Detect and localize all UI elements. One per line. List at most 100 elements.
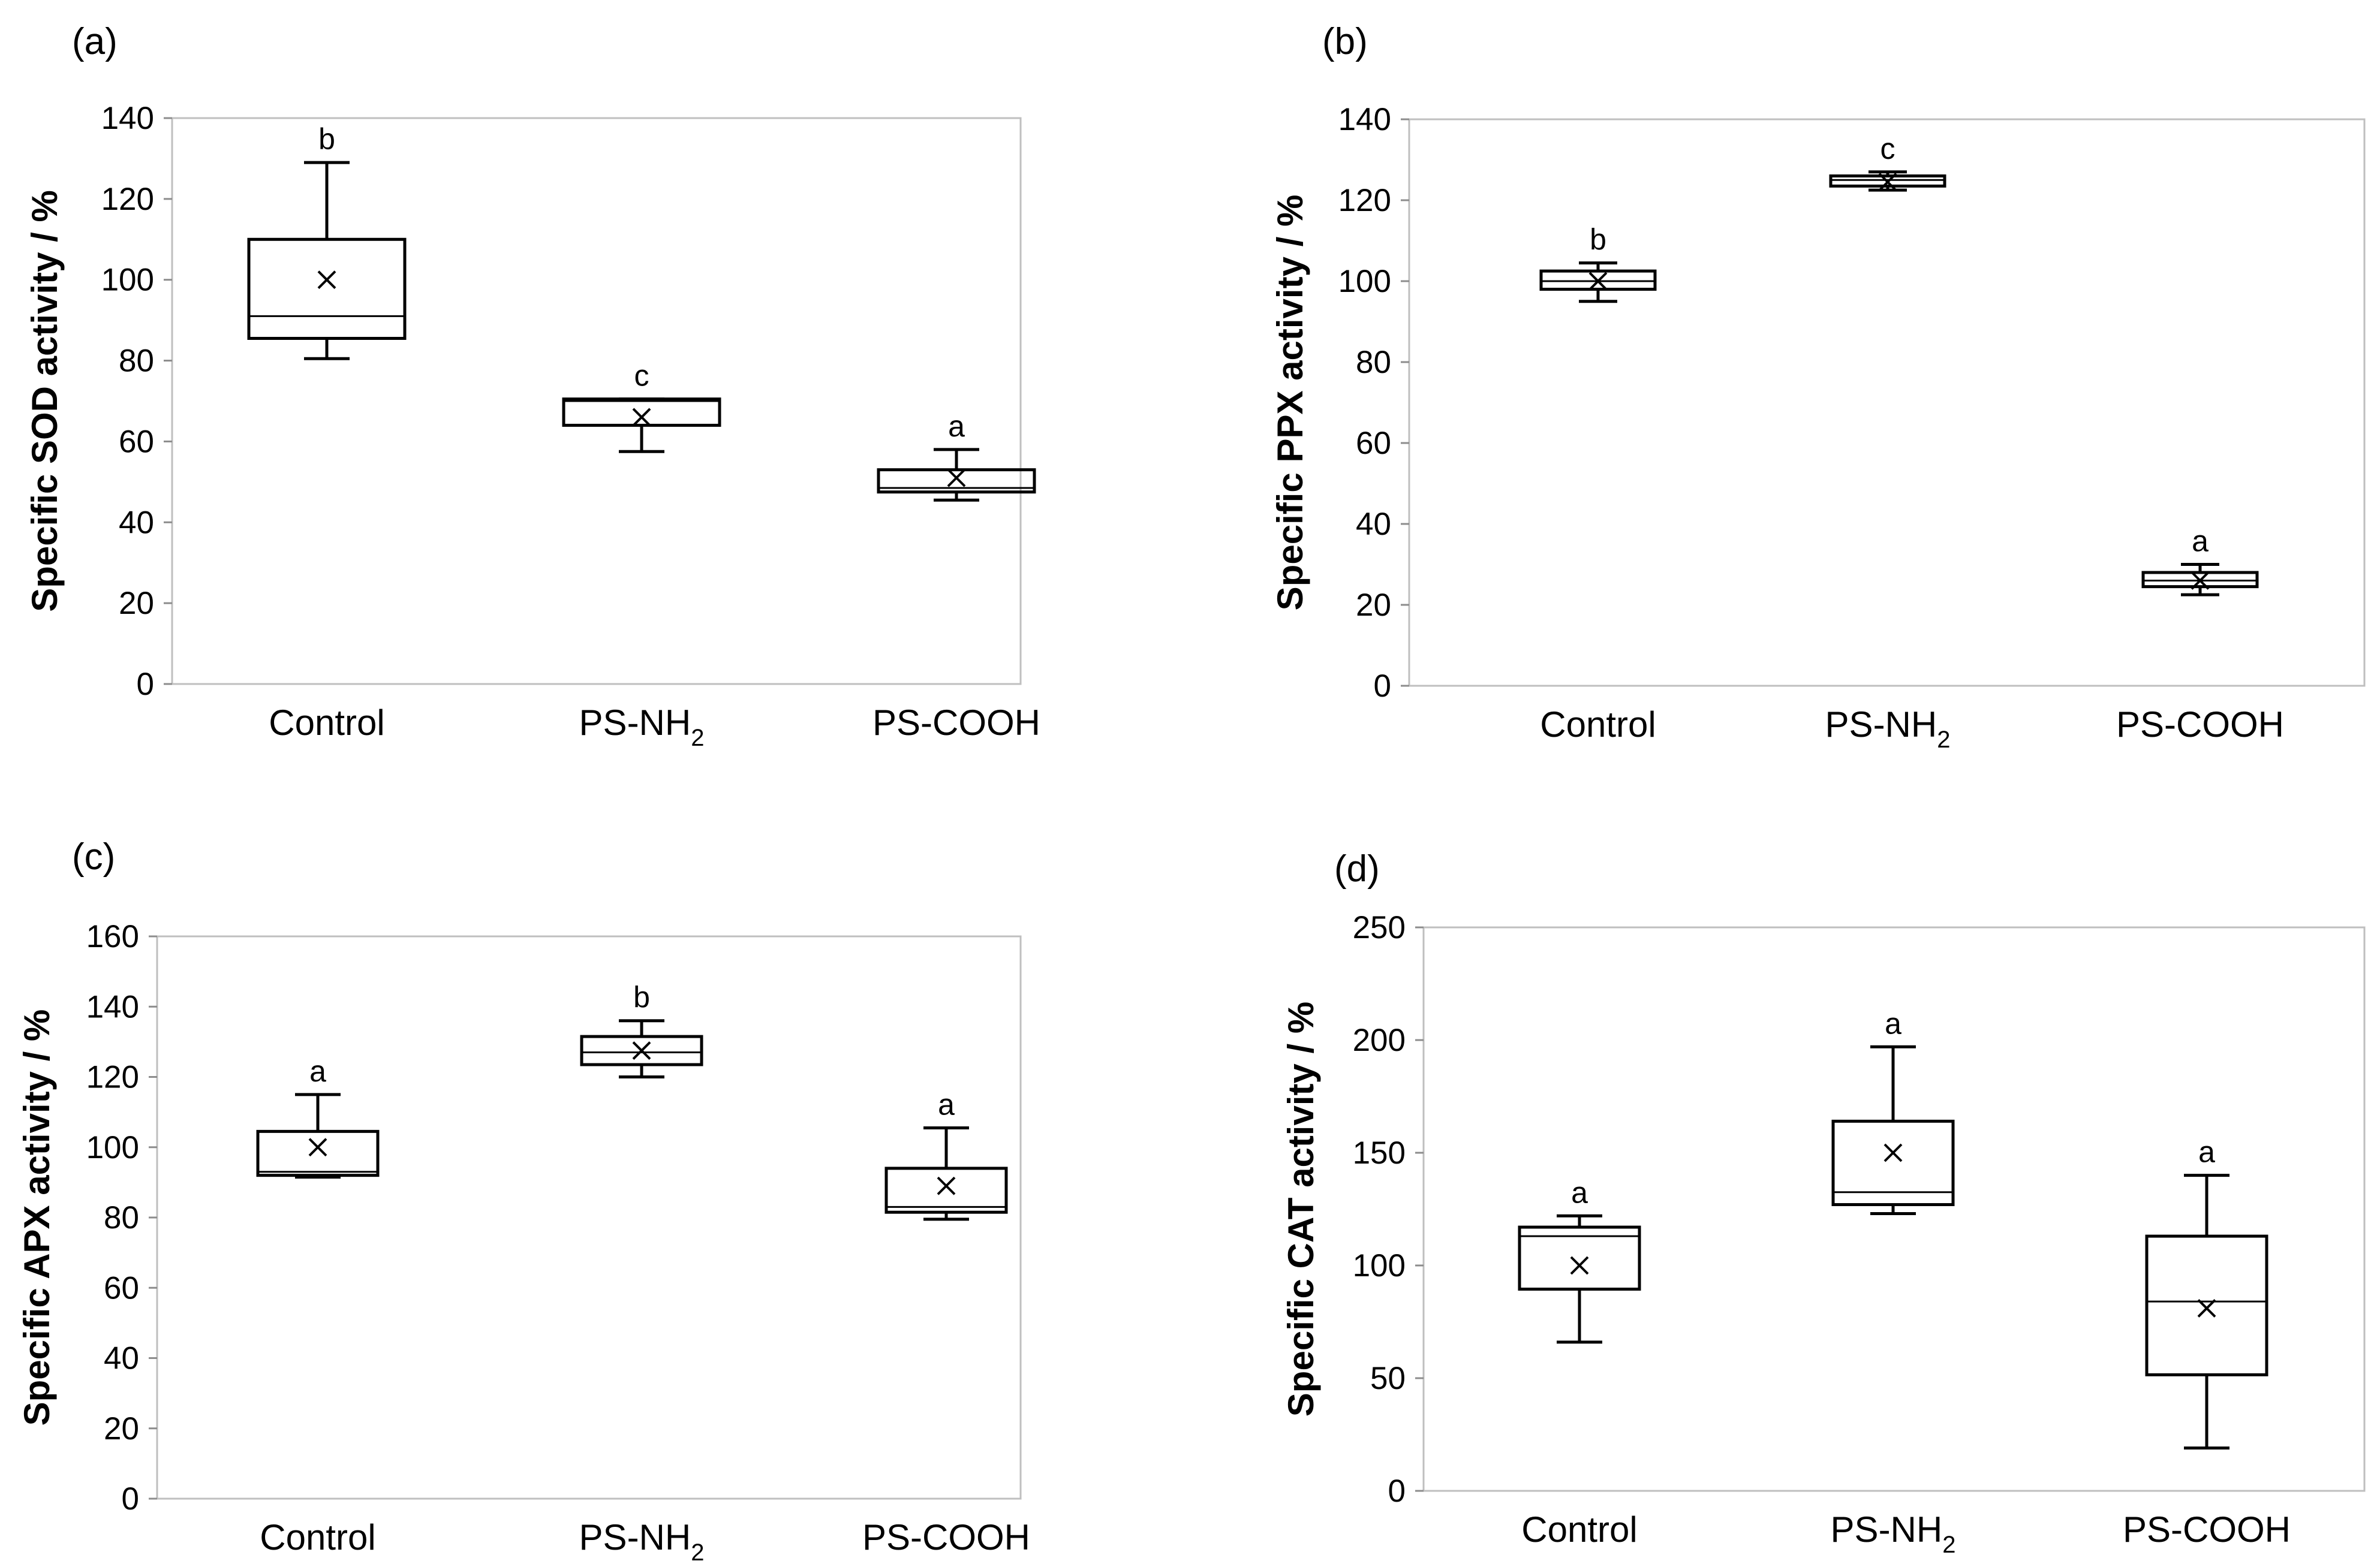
- box-1: b: [1539, 223, 1657, 303]
- x-category-label: Control: [1540, 704, 1656, 745]
- iqr-box: [580, 1035, 703, 1066]
- y-tick-label: 140: [101, 101, 154, 136]
- significance-letter: c: [1880, 132, 1895, 165]
- y-axis-label: Specific PPX activity / %: [1270, 195, 1310, 611]
- panel-label: (d): [1334, 848, 1380, 890]
- y-tick-label: 100: [1338, 264, 1391, 299]
- box-1: b: [247, 122, 407, 360]
- mean-marker: [1883, 1143, 1903, 1162]
- subscript: 2: [1942, 1532, 1955, 1558]
- x-category-label: PS-NH2: [579, 703, 705, 751]
- box-3: a: [2141, 525, 2259, 596]
- box-2: a: [1831, 1007, 1955, 1216]
- y-tick-label: 120: [101, 182, 154, 217]
- y-tick-label: 60: [104, 1270, 139, 1306]
- box-1: a: [256, 1054, 380, 1179]
- y-tick-label: 0: [1374, 668, 1391, 704]
- iqr-box: [256, 1129, 380, 1177]
- y-tick-label: 120: [1338, 183, 1391, 218]
- mean-marker: [1588, 272, 1608, 291]
- y-tick-label: 160: [86, 919, 139, 954]
- significance-letter: a: [2198, 1135, 2215, 1169]
- y-tick-label: 100: [86, 1130, 139, 1165]
- mean-marker: [308, 1138, 327, 1157]
- significance-letter: a: [1885, 1007, 1901, 1040]
- significance-letter: b: [1590, 223, 1606, 257]
- y-tick-label: 80: [119, 343, 154, 379]
- y-tick-label: 120: [86, 1060, 139, 1095]
- box-3: a: [884, 1088, 1008, 1221]
- y-tick-label: 20: [119, 586, 154, 621]
- box-2: c: [562, 359, 721, 453]
- box-1: a: [1518, 1176, 1641, 1344]
- panel-b: (b) 0 20 40 60 80 100 120 140 Specific PPX activi…: [1270, 21, 2366, 753]
- iqr-box: [247, 237, 407, 340]
- iqr-box: [1829, 174, 1946, 188]
- panel-label: (a): [72, 21, 118, 62]
- significance-letter: a: [2192, 525, 2209, 558]
- x-category-label: PS-NH2: [1825, 704, 1951, 753]
- x-category-label: PS-NH2: [579, 1517, 705, 1566]
- y-axis-label: Specific APX activity / %: [17, 1009, 57, 1426]
- significance-letter: c: [634, 359, 649, 393]
- panel-c: (c) 0 20 40 60 80 100 120 140 160 Specific APX act…: [17, 836, 1030, 1566]
- x-category-label: Control: [1521, 1509, 1637, 1550]
- y-tick-label: 140: [1338, 102, 1391, 137]
- y-axis-label: Specific SOD activity / %: [25, 190, 65, 612]
- x-category-label: Control: [269, 703, 384, 743]
- box-2: c: [1829, 132, 1946, 192]
- x-category-label: PS-NH2: [1831, 1509, 1956, 1558]
- subscript: 2: [1937, 727, 1950, 753]
- y-tick-label: 80: [1356, 345, 1391, 380]
- x-category-label: PS-COOH: [862, 1517, 1030, 1557]
- y-tick-label: 200: [1353, 1023, 1406, 1058]
- mean-marker: [1570, 1256, 1589, 1275]
- mean-marker: [632, 1041, 651, 1060]
- iqr-box: [877, 468, 1036, 494]
- significance-letter: a: [1571, 1176, 1588, 1209]
- subscript: 2: [691, 1539, 704, 1566]
- plot-area-frame: [171, 117, 1022, 685]
- mean-marker: [1878, 173, 1897, 192]
- significance-letter: b: [633, 981, 650, 1014]
- x-category-label: Control: [260, 1517, 375, 1557]
- panel-label: (c): [72, 836, 115, 878]
- box-3: a: [2145, 1135, 2268, 1450]
- mean-marker: [2191, 571, 2210, 590]
- subscript: 2: [691, 725, 704, 751]
- iqr-box: [1518, 1225, 1641, 1291]
- y-tick-label: 20: [1356, 587, 1391, 623]
- y-tick-label: 100: [1353, 1248, 1406, 1283]
- y-tick-label: 0: [1388, 1473, 1406, 1509]
- iqr-box: [562, 397, 721, 427]
- plot-area-frame: [1422, 926, 2366, 1492]
- mean-marker: [317, 270, 336, 290]
- mean-marker: [2197, 1299, 2216, 1318]
- y-tick-label: 140: [86, 989, 139, 1024]
- iqr-box: [2145, 1234, 2268, 1376]
- panel-label: (b): [1322, 21, 1368, 62]
- mean-marker: [632, 408, 651, 427]
- y-tick-label: 100: [101, 263, 154, 298]
- y-tick-label: 40: [119, 505, 154, 540]
- x-category-label: PS-COOH: [2123, 1509, 2291, 1550]
- y-tick-label: 150: [1353, 1135, 1406, 1171]
- y-tick-label: 60: [119, 424, 154, 459]
- significance-letter: a: [938, 1088, 955, 1122]
- plot-area-frame: [1408, 118, 2366, 687]
- y-tick-label: 40: [104, 1341, 139, 1376]
- mean-marker: [937, 1176, 956, 1195]
- y-tick-label: 40: [1356, 507, 1391, 542]
- iqr-box: [1539, 269, 1657, 291]
- y-tick-label: 20: [104, 1411, 139, 1447]
- box-3: a: [877, 409, 1036, 502]
- y-axis-label: Specific CAT activity / %: [1281, 1002, 1321, 1417]
- y-tick-label: 50: [1370, 1361, 1406, 1396]
- x-category-label: PS-COOH: [2116, 704, 2284, 745]
- y-tick-label: 0: [137, 667, 154, 702]
- panel-a: (a) 0 20 40 60 80 100 120 140 Specific SOD activi…: [25, 21, 1040, 751]
- y-tick-label: 0: [122, 1481, 139, 1517]
- significance-letter: a: [309, 1054, 326, 1088]
- panel-d: (d) 0 50 100 150 200 250 Specific CAT activity …: [1281, 848, 2366, 1558]
- box-2: b: [580, 981, 703, 1078]
